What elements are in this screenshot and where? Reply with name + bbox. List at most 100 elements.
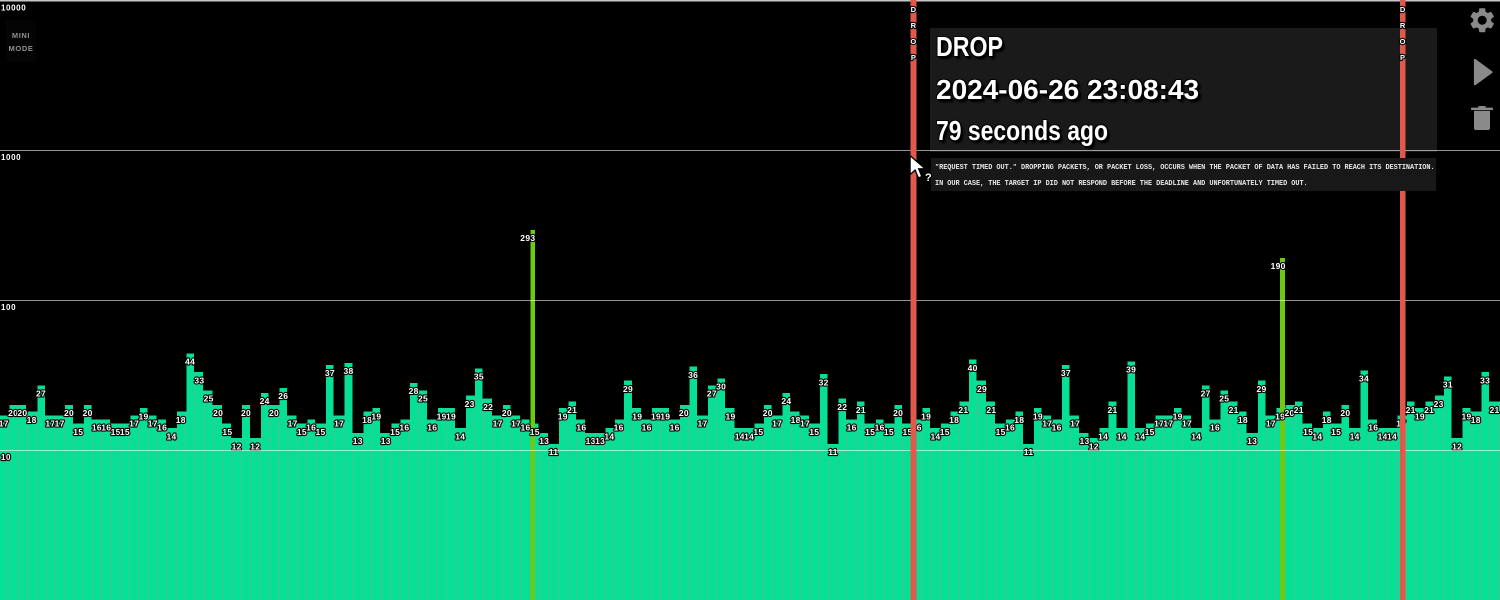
svg-text:13: 13 xyxy=(539,436,549,446)
svg-text:16: 16 xyxy=(614,423,624,433)
svg-text:16: 16 xyxy=(306,423,316,433)
svg-text:12: 12 xyxy=(1452,441,1462,451)
svg-text:15: 15 xyxy=(1303,427,1313,437)
svg-text:19: 19 xyxy=(651,411,661,421)
svg-text:19: 19 xyxy=(1461,411,1471,421)
svg-text:14: 14 xyxy=(166,431,176,441)
svg-text:15: 15 xyxy=(73,427,83,437)
svg-text:19: 19 xyxy=(1033,411,1043,421)
svg-text:16: 16 xyxy=(642,423,652,433)
svg-text:16: 16 xyxy=(847,423,857,433)
svg-text:16: 16 xyxy=(1005,423,1015,433)
svg-text:24: 24 xyxy=(260,396,270,406)
svg-text:19: 19 xyxy=(371,411,381,421)
svg-text:29: 29 xyxy=(623,384,633,394)
svg-text:23: 23 xyxy=(465,399,475,409)
svg-text:19: 19 xyxy=(1173,411,1183,421)
svg-text:21: 21 xyxy=(567,405,577,415)
svg-text:15: 15 xyxy=(222,427,232,437)
svg-text:14: 14 xyxy=(1387,431,1397,441)
svg-text:14: 14 xyxy=(1350,431,1360,441)
svg-text:34: 34 xyxy=(1359,374,1369,384)
svg-text:17: 17 xyxy=(1266,419,1276,429)
svg-text:21: 21 xyxy=(1107,405,1117,415)
svg-text:R: R xyxy=(1400,21,1406,30)
svg-text:19: 19 xyxy=(558,411,568,421)
svg-text:20: 20 xyxy=(1340,408,1350,418)
svg-text:19: 19 xyxy=(138,411,148,421)
svg-text:17: 17 xyxy=(697,419,707,429)
svg-text:27: 27 xyxy=(1201,389,1211,399)
svg-text:20: 20 xyxy=(763,408,773,418)
svg-text:?: ? xyxy=(925,172,932,184)
svg-text:14: 14 xyxy=(1191,431,1201,441)
svg-text:16: 16 xyxy=(157,423,167,433)
svg-text:16: 16 xyxy=(92,423,102,433)
svg-text:16: 16 xyxy=(576,423,586,433)
svg-text:14: 14 xyxy=(735,431,745,441)
svg-text:18: 18 xyxy=(1322,415,1332,425)
svg-text:11: 11 xyxy=(828,447,838,457)
svg-text:16: 16 xyxy=(1368,423,1378,433)
svg-text:35: 35 xyxy=(474,372,484,382)
svg-text:20: 20 xyxy=(83,408,93,418)
svg-text:14: 14 xyxy=(604,431,614,441)
svg-text:20: 20 xyxy=(502,408,512,418)
svg-text:14: 14 xyxy=(1117,431,1127,441)
svg-text:21: 21 xyxy=(1489,405,1499,415)
svg-text:16: 16 xyxy=(427,423,437,433)
svg-text:15: 15 xyxy=(902,427,912,437)
svg-text:14: 14 xyxy=(930,431,940,441)
svg-text:33: 33 xyxy=(194,375,204,385)
svg-text:293: 293 xyxy=(520,233,535,243)
svg-text:22: 22 xyxy=(483,402,493,412)
svg-text:17: 17 xyxy=(1163,419,1173,429)
svg-text:22: 22 xyxy=(837,402,847,412)
svg-text:1000: 1000 xyxy=(1,153,21,162)
svg-text:21: 21 xyxy=(1424,405,1434,415)
svg-text:31: 31 xyxy=(1443,380,1453,390)
svg-text:30: 30 xyxy=(716,382,726,392)
svg-text:15: 15 xyxy=(753,427,763,437)
svg-text:14: 14 xyxy=(1312,431,1322,441)
svg-text:16: 16 xyxy=(875,423,885,433)
svg-text:19: 19 xyxy=(725,411,735,421)
svg-text:13: 13 xyxy=(586,436,596,446)
svg-text:14: 14 xyxy=(1135,431,1145,441)
svg-text:16: 16 xyxy=(912,423,922,433)
svg-text:15: 15 xyxy=(865,427,875,437)
svg-text:19: 19 xyxy=(437,411,447,421)
svg-text:17: 17 xyxy=(1070,419,1080,429)
svg-text:13: 13 xyxy=(1247,436,1257,446)
svg-text:17: 17 xyxy=(334,419,344,429)
svg-text:37: 37 xyxy=(325,368,335,378)
svg-text:17: 17 xyxy=(129,419,139,429)
svg-text:19: 19 xyxy=(660,411,670,421)
svg-text:16: 16 xyxy=(520,423,530,433)
svg-text:19: 19 xyxy=(446,411,456,421)
svg-text:18: 18 xyxy=(27,415,37,425)
svg-text:18: 18 xyxy=(949,415,959,425)
svg-text:190: 190 xyxy=(1271,261,1286,271)
svg-text:19: 19 xyxy=(921,411,931,421)
svg-text:33: 33 xyxy=(1480,375,1490,385)
svg-text:100: 100 xyxy=(1,303,16,312)
svg-text:12: 12 xyxy=(232,441,242,451)
svg-text:15: 15 xyxy=(884,427,894,437)
svg-text:15: 15 xyxy=(1145,427,1155,437)
svg-text:37: 37 xyxy=(1061,368,1071,378)
svg-text:20: 20 xyxy=(213,408,223,418)
svg-text:19: 19 xyxy=(1415,411,1425,421)
svg-text:17: 17 xyxy=(0,419,9,429)
svg-text:R: R xyxy=(911,21,917,30)
svg-text:20: 20 xyxy=(8,408,18,418)
svg-text:16: 16 xyxy=(399,423,409,433)
svg-text:17: 17 xyxy=(1042,419,1052,429)
svg-text:29: 29 xyxy=(977,384,987,394)
svg-text:16: 16 xyxy=(670,423,680,433)
svg-text:44: 44 xyxy=(185,357,195,367)
svg-text:11: 11 xyxy=(549,447,559,457)
svg-text:23: 23 xyxy=(1434,399,1444,409)
svg-text:15: 15 xyxy=(120,427,130,437)
svg-text:20: 20 xyxy=(241,408,251,418)
